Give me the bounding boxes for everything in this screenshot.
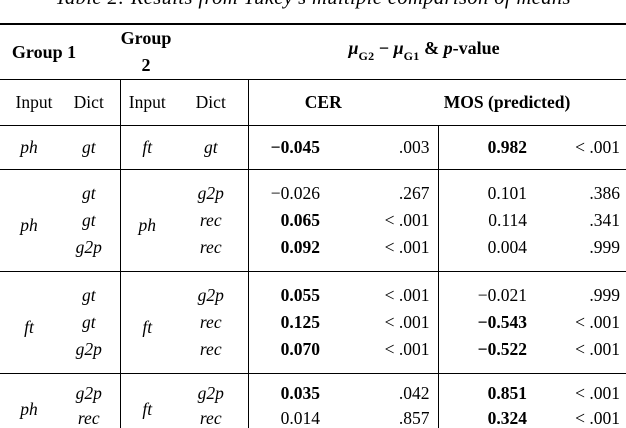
cell-g1-dict: g2p	[58, 336, 121, 374]
table-row: gt rec 0.065 < .001 0.114 .341	[0, 207, 626, 234]
cell-mos-diff: −0.021	[477, 285, 527, 305]
cell-mos-pvalue: .341	[589, 210, 621, 230]
header-row-groups: Group 1 Group 2 μG2 − μG1 & p-value	[0, 24, 626, 80]
mu-symbol: μ	[348, 38, 359, 59]
cell-g2-dict: rec	[174, 336, 249, 374]
cell-cer-diff: 0.035	[280, 383, 320, 403]
cell-g2-input: ft	[142, 399, 153, 419]
cell-cer-diff: −0.045	[270, 137, 320, 157]
block-4: ph g2p ft g2p 0.035 .042 0.851 < .001 re…	[0, 373, 626, 428]
block-3: ft gt ft g2p 0.055 < .001 −0.021 .999 gt…	[0, 271, 626, 374]
table-caption: Table 2: Results from Tukey's multiple c…	[0, 0, 626, 10]
cell-cer-pvalue: .003	[330, 125, 439, 170]
cell-mos-pvalue: < .001	[575, 408, 621, 428]
cell-g1-dict: gt	[58, 125, 121, 170]
cell-g1-input: ph	[20, 137, 38, 157]
cell-g1-dict: gt	[58, 207, 121, 234]
cell-mos-diff: 0.101	[487, 183, 527, 203]
cell-g1-dict: gt	[58, 271, 121, 309]
cell-mos-diff: −0.543	[477, 312, 527, 332]
header-cer: CER	[248, 79, 438, 126]
cell-g2-dict: rec	[174, 234, 249, 272]
cell-mos-diff: 0.114	[488, 210, 527, 230]
cell-cer-pvalue: < .001	[330, 336, 439, 374]
mu-symbol: μ	[393, 38, 404, 59]
header-row-columns: Input Dict Input Dict CER MOS (predicted…	[0, 79, 626, 126]
cell-mos-diff: −0.522	[477, 339, 527, 359]
cell-g2-input: ph	[138, 215, 157, 235]
header-mos: MOS (predicted)	[438, 79, 626, 126]
cell-mos-pvalue: < .001	[575, 137, 621, 157]
cell-g2-dict: rec	[174, 406, 249, 428]
subscript-g2: G2	[358, 48, 375, 63]
cell-cer-pvalue: < .001	[330, 271, 439, 309]
table-row: ph gt ft gt −0.045 .003 0.982 < .001	[0, 125, 626, 170]
table-row: g2p rec 0.070 < .001 −0.522 < .001	[0, 336, 626, 374]
cell-mos-pvalue: < .001	[575, 383, 621, 403]
cell-g1-input: ph	[20, 399, 38, 419]
cell-cer-diff: 0.065	[280, 210, 320, 230]
cell-mos-diff: 0.324	[487, 408, 527, 428]
cell-cer-pvalue: < .001	[330, 207, 439, 234]
cell-g1-input: ft	[24, 317, 34, 337]
table-head: Group 1 Group 2 μG2 − μG1 & p-value Inpu…	[0, 24, 626, 126]
header-dict1: Dict	[58, 79, 121, 126]
cell-g2-input: ft	[142, 137, 153, 157]
cell-g2-dict: gt	[174, 125, 249, 170]
cell-cer-pvalue: < .001	[330, 234, 439, 272]
cell-g1-dict: gt	[58, 309, 121, 336]
table-row: g2p rec 0.092 < .001 0.004 .999	[0, 234, 626, 272]
p-symbol: p	[443, 38, 453, 59]
header-group1: Group 1	[0, 24, 120, 80]
cell-g1-input: ph	[20, 215, 38, 235]
header-group2: Group 2	[120, 24, 248, 80]
cell-cer-pvalue: .857	[330, 406, 439, 428]
cell-cer-diff: 0.055	[280, 285, 320, 305]
subscript-g1: G1	[403, 48, 420, 63]
cell-mos-diff: 0.851	[487, 383, 527, 403]
cell-g1-dict: rec	[58, 406, 121, 428]
cell-g2-dict: g2p	[174, 169, 249, 207]
header-mu-diff-pvalue: μG2 − μG1 & p-value	[248, 24, 626, 80]
cell-cer-diff: −0.026	[270, 183, 320, 203]
cell-mos-pvalue: < .001	[575, 312, 621, 332]
table-row: ft gt ft g2p 0.055 < .001 −0.021 .999	[0, 271, 626, 337]
cell-g2-dict: rec	[174, 309, 249, 336]
table-row: gt rec 0.125 < .001 −0.543 < .001	[0, 309, 626, 336]
cell-cer-pvalue: .267	[330, 169, 439, 207]
cell-cer-pvalue: < .001	[330, 309, 439, 336]
ampersand: &	[419, 38, 444, 59]
cell-g1-dict: g2p	[58, 234, 121, 272]
table-row: rec rec 0.014 .857 0.324 < .001	[0, 406, 626, 428]
results-table: Group 1 Group 2 μG2 − μG1 & p-value Inpu…	[0, 23, 626, 428]
cell-cer-diff: 0.125	[280, 312, 320, 332]
value-suffix: -value	[452, 38, 500, 59]
cell-cer-diff: 0.014	[280, 408, 320, 428]
cell-mos-diff: 0.982	[487, 137, 527, 157]
table-row: ph g2p ft g2p 0.035 .042 0.851 < .001	[0, 373, 626, 419]
cell-g1-dict: g2p	[58, 373, 121, 406]
header-input2: Input	[120, 79, 174, 126]
cell-mos-pvalue: .386	[589, 183, 621, 203]
table-row: ph gt ph g2p −0.026 .267 0.101 .386	[0, 169, 626, 235]
block-1: ph gt ft gt −0.045 .003 0.982 < .001	[0, 125, 626, 170]
header-input1: Input	[0, 79, 58, 126]
cell-g2-input: ft	[142, 317, 153, 337]
cell-mos-pvalue: .999	[589, 285, 621, 305]
cell-g2-dict: rec	[174, 207, 249, 234]
cell-g2-dict: g2p	[174, 271, 249, 309]
block-2: ph gt ph g2p −0.026 .267 0.101 .386 gt r…	[0, 169, 626, 272]
cell-cer-diff: 0.092	[280, 237, 320, 257]
cell-g1-dict: gt	[58, 169, 121, 207]
header-dict2: Dict	[174, 79, 249, 126]
cell-mos-pvalue: < .001	[575, 339, 621, 359]
minus-sign: −	[374, 38, 394, 59]
cell-mos-pvalue: .999	[589, 237, 621, 257]
cell-cer-diff: 0.070	[280, 339, 320, 359]
cell-mos-diff: 0.004	[487, 237, 527, 257]
cell-g2-dict: g2p	[174, 373, 249, 406]
cell-cer-pvalue: .042	[330, 373, 439, 406]
